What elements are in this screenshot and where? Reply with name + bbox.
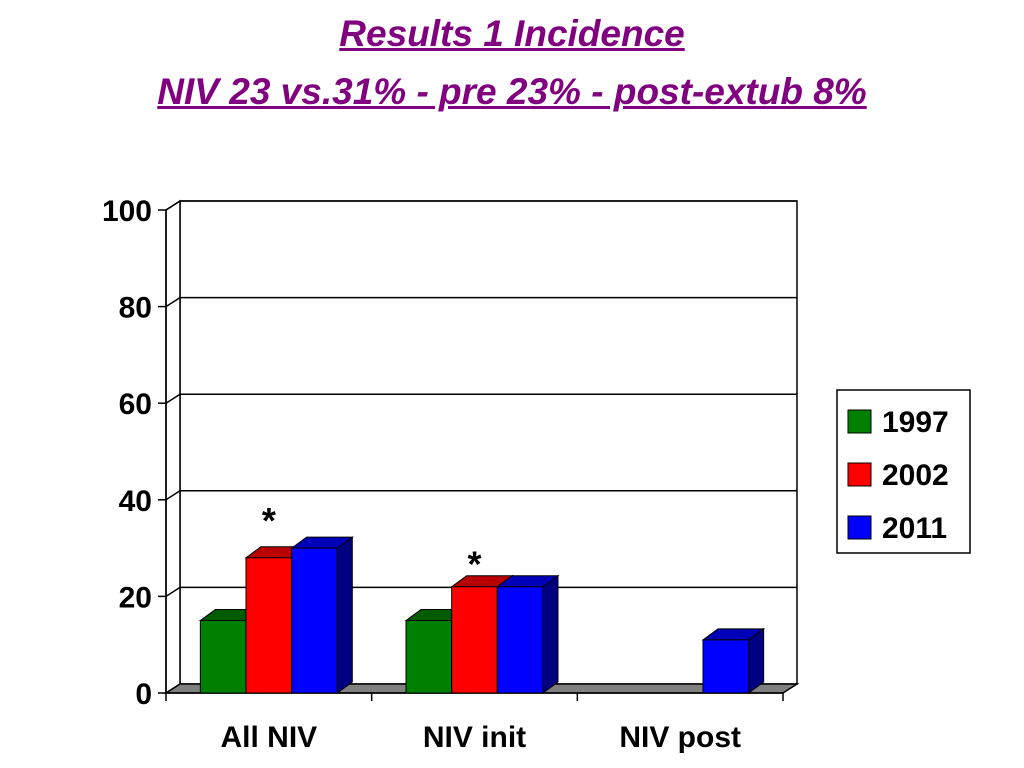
y-tick-label: 60 <box>119 388 152 421</box>
x-tick-label: NIV init <box>423 721 526 754</box>
gridline-side <box>165 200 181 211</box>
slide-title: Results 1 Incidence <box>339 13 685 54</box>
significance-marker: * <box>262 500 276 541</box>
legend-label-2011: 2011 <box>882 512 947 545</box>
significance-marker: * <box>467 544 481 585</box>
x-tick-label: All NIV <box>220 721 317 754</box>
slide-subtitle: NIV 23 vs.31% - pre 23% - post-extub 8% <box>157 71 867 112</box>
gridline-side <box>165 393 181 404</box>
legend-swatch-2011 <box>847 515 872 540</box>
bar-2011-niv-init <box>495 574 560 694</box>
gridline-side <box>165 296 181 308</box>
gridline-side <box>165 586 181 598</box>
y-tick-label: 80 <box>119 292 152 325</box>
x-tick-label: NIV post <box>619 721 741 754</box>
legend-swatch-1997 <box>847 409 872 434</box>
y-tick-label: 20 <box>119 581 152 614</box>
y-tick-label: 0 <box>135 678 152 711</box>
legend-label-2002: 2002 <box>882 459 949 492</box>
gridline-side <box>165 490 181 501</box>
bar-2011-all-niv <box>290 536 354 694</box>
y-tick-label: 40 <box>119 485 152 518</box>
y-tick-label: 100 <box>102 195 152 228</box>
legend-label-1997: 1997 <box>882 406 949 439</box>
plot-side-wall <box>165 199 181 695</box>
legend-swatch-2002 <box>847 462 872 487</box>
bar-2011-niv-post <box>701 627 766 694</box>
